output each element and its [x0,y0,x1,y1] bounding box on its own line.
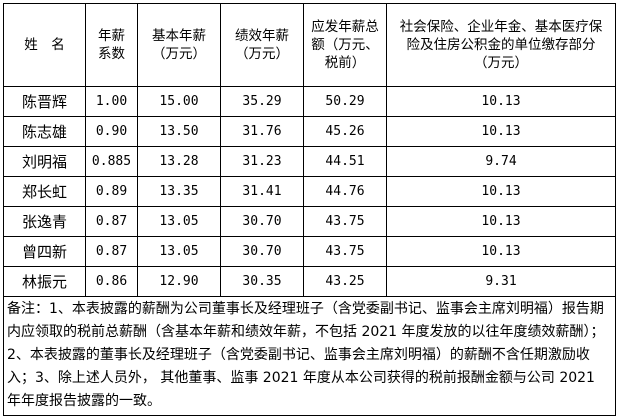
cell-coefficient: 1.00 [85,86,138,117]
header-name: 姓 名 [3,3,86,87]
table-row: 郑长虹 0.89 13.35 31.41 44.76 10.13 [3,176,616,207]
cell-coefficient: 0.885 [85,146,138,177]
cell-coefficient: 0.87 [85,236,138,267]
cell-name: 陈志雄 [3,116,86,147]
cell-performance: 35.29 [220,86,304,117]
cell-total: 44.51 [303,146,387,177]
cell-base: 13.05 [137,206,221,237]
table-note: 备注：1、本表披露的薪酬为公司董事长及经理班子（含党委副书记、监事会主席刘明福）… [3,296,616,416]
cell-name: 郑长虹 [3,176,86,207]
header-base-salary: 基本年薪（万元） [137,3,221,87]
cell-contributions: 10.13 [386,176,616,207]
cell-base: 13.28 [137,146,221,177]
cell-name: 刘明福 [3,146,86,177]
header-coefficient: 年薪系数 [85,3,138,87]
cell-performance: 30.35 [220,266,304,297]
compensation-table: 姓 名 年薪系数 基本年薪（万元） 绩效年薪（万元） 应发年薪总额（万元、税前）… [3,3,616,416]
cell-contributions: 9.31 [386,266,616,297]
cell-total: 43.25 [303,266,387,297]
cell-performance: 31.41 [220,176,304,207]
cell-name: 林振元 [3,266,86,297]
table-row: 张逸青 0.87 13.05 30.70 43.75 10.13 [3,206,616,237]
cell-performance: 30.70 [220,206,304,237]
table-row: 陈晋辉 1.00 15.00 35.29 50.29 10.13 [3,86,616,117]
cell-total: 43.75 [303,206,387,237]
cell-total: 44.76 [303,176,387,207]
header-performance-salary: 绩效年薪（万元） [220,3,304,87]
cell-base: 13.05 [137,236,221,267]
cell-total: 45.26 [303,116,387,147]
cell-name: 曾四新 [3,236,86,267]
cell-contributions: 9.74 [386,146,616,177]
cell-performance: 31.23 [220,146,304,177]
cell-coefficient: 0.86 [85,266,138,297]
table-row: 林振元 0.86 12.90 30.35 43.25 9.31 [3,266,616,297]
cell-performance: 30.70 [220,236,304,267]
header-total-salary: 应发年薪总额（万元、税前） [303,3,387,87]
cell-coefficient: 0.90 [85,116,138,147]
cell-base: 13.50 [137,116,221,147]
cell-base: 12.90 [137,266,221,297]
cell-name: 陈晋辉 [3,86,86,117]
header-contributions: 社会保险、企业年金、基本医疗保险及住房公积金的单位缴存部分（万元） [386,3,616,87]
table-row: 刘明福 0.885 13.28 31.23 44.51 9.74 [3,146,616,177]
table-row: 曾四新 0.87 13.05 30.70 43.75 10.13 [3,236,616,267]
cell-base: 15.00 [137,86,221,117]
cell-name: 张逸青 [3,206,86,237]
cell-coefficient: 0.89 [85,176,138,207]
cell-total: 50.29 [303,86,387,117]
table-row: 陈志雄 0.90 13.50 31.76 45.26 10.13 [3,116,616,147]
cell-contributions: 10.13 [386,236,616,267]
cell-total: 43.75 [303,236,387,267]
cell-contributions: 10.13 [386,116,616,147]
header-row: 姓 名 年薪系数 基本年薪（万元） 绩效年薪（万元） 应发年薪总额（万元、税前）… [3,3,616,87]
cell-base: 13.35 [137,176,221,207]
cell-contributions: 10.13 [386,206,616,237]
cell-contributions: 10.13 [386,86,616,117]
cell-coefficient: 0.87 [85,206,138,237]
cell-performance: 31.76 [220,116,304,147]
